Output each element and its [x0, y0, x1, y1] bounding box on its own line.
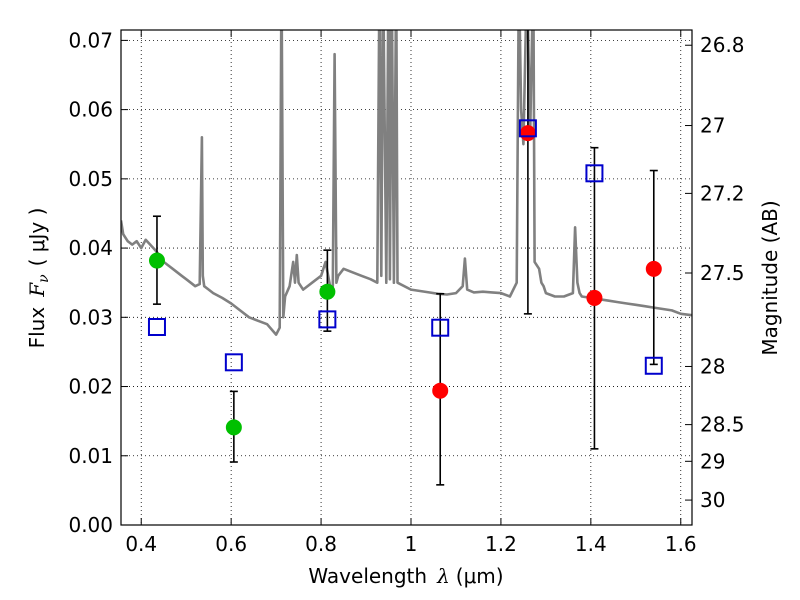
- model-photometry-point: [431, 318, 450, 337]
- y-tick-label: 0.00: [68, 513, 113, 537]
- x-tick-label: 1.6: [665, 532, 697, 556]
- observed-infrared-point: [645, 260, 662, 277]
- observed-infrared-point: [586, 289, 603, 306]
- plot-frame: [120, 29, 693, 526]
- observed-infrared-point: [432, 382, 449, 399]
- model-photometry-point: [224, 353, 243, 372]
- y2-tick-label: 26.8: [700, 33, 745, 57]
- x-tick-label: 1.4: [575, 532, 607, 556]
- observed-infrared-point: [519, 125, 536, 142]
- y2-tick-label: 27.5: [700, 261, 745, 285]
- model-photometry-point: [318, 310, 337, 329]
- spectrum-line: [121, 30, 692, 336]
- y-tick-label: 0.03: [68, 305, 113, 329]
- observed-optical-point: [225, 419, 242, 436]
- y-tick-label: 0.01: [68, 444, 113, 468]
- model-photometry-point: [585, 164, 604, 183]
- x-axis-ticks: 0.4 0.6 0.8 1 1.2 1.4 1.6: [125, 30, 697, 556]
- model-photometry-point: [644, 356, 663, 375]
- y-axis-label: FluxFν( μJy ): [25, 208, 52, 349]
- y2-tick-label: 28.5: [700, 413, 745, 437]
- y2-axis-label: Magnitude (AB): [758, 200, 782, 355]
- markers: [147, 119, 663, 436]
- y2-tick-label: 30: [700, 488, 725, 512]
- y-tick-label: 0.06: [68, 98, 113, 122]
- x-tick-label: 0.8: [305, 532, 337, 556]
- grid: [121, 30, 692, 526]
- x-tick-label: 0.4: [125, 532, 157, 556]
- y-tick-label: 0.02: [68, 375, 113, 399]
- y-tick-label: 0.07: [68, 28, 113, 52]
- x-tick-label: 0.6: [215, 532, 247, 556]
- y2-tick-label: 27.2: [700, 181, 745, 205]
- errorbars: [152, 30, 658, 486]
- observed-optical-point: [319, 283, 336, 300]
- x-tick-label: 1: [405, 532, 418, 556]
- plot-area: [121, 30, 692, 486]
- y2-tick-label: 27: [700, 114, 725, 138]
- y2-tick-label: 29: [700, 449, 725, 473]
- y-tick-label: 0.04: [68, 236, 113, 260]
- x-tick-label: 1.2: [485, 532, 517, 556]
- y2-tick-label: 28: [700, 354, 725, 378]
- model-photometry-point: [518, 119, 537, 138]
- spectrum-series: [121, 30, 692, 336]
- x-axis-label: Wavelength λ (μm): [308, 564, 503, 588]
- model-photometry-point: [147, 318, 166, 336]
- y-axis-ticks: 0.00 0.01 0.02 0.03 0.04 0.05 0.06 0.07: [68, 28, 128, 537]
- observed-optical-point: [148, 252, 165, 269]
- y-tick-label: 0.05: [68, 167, 113, 191]
- y2-axis-ticks: 26.8 27 27.2 27.5 28 28.5 29 30: [685, 33, 745, 512]
